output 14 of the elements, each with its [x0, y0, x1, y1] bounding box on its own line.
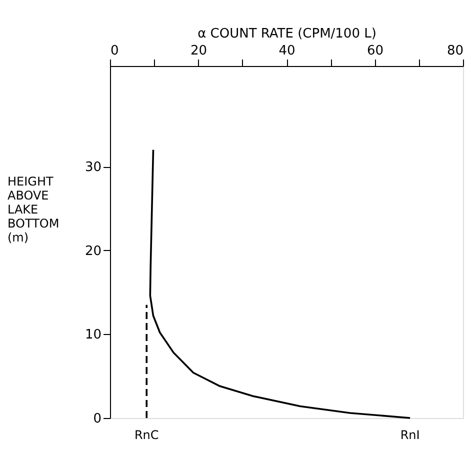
y-tick-label: 30 — [84, 160, 102, 176]
y-tick-label: 10 — [84, 328, 102, 343]
x-axis-title: α COUNT RATE (CPM/100 L) — [198, 26, 376, 42]
x-tick-label: 40 — [278, 44, 296, 58]
line-series — [149, 148, 411, 419]
x-tick-label: 0 — [110, 44, 119, 58]
annotation: RnC — [134, 428, 159, 442]
x-tick-label: 20 — [190, 44, 208, 58]
y-axis-title: HEIGHT ABOVE LAKE BOTTOM (m) — [8, 174, 60, 244]
annotation: RnI — [400, 428, 420, 442]
x-tick-label: 80 — [446, 44, 464, 58]
x-tick-label: 60 — [366, 44, 384, 58]
y-tick-label: 0 — [93, 412, 102, 426]
y-tick-label: 20 — [84, 244, 102, 259]
